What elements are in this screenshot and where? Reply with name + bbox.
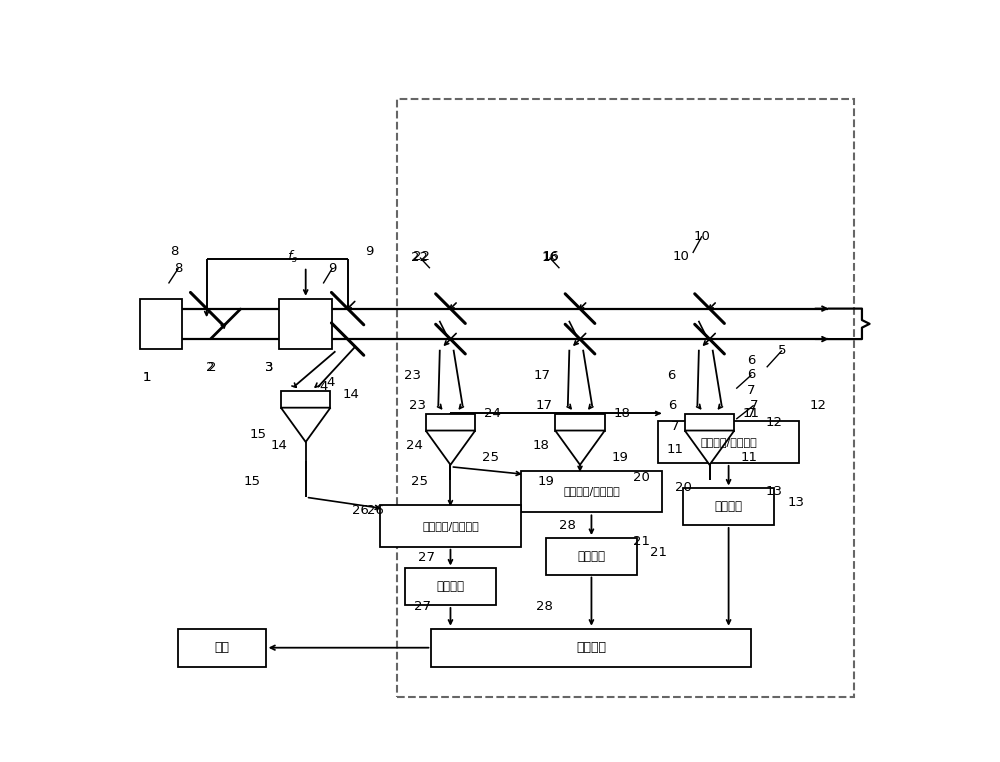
Text: 22: 22	[413, 250, 430, 264]
Text: 7: 7	[747, 384, 756, 398]
Text: 24: 24	[484, 407, 501, 421]
Text: 8: 8	[174, 261, 183, 275]
Text: 3: 3	[265, 360, 273, 374]
Text: 26: 26	[367, 504, 383, 517]
Text: 13: 13	[766, 485, 783, 498]
Text: 24: 24	[406, 439, 423, 453]
Text: 2: 2	[206, 360, 215, 374]
Text: 2: 2	[208, 360, 216, 374]
Text: 25: 25	[482, 450, 499, 464]
Text: 22: 22	[411, 251, 428, 264]
Text: 25: 25	[411, 475, 428, 488]
Text: 输出: 输出	[214, 641, 229, 655]
Text: 11: 11	[667, 443, 684, 456]
Text: 相位比较/结果输出: 相位比较/结果输出	[563, 486, 620, 497]
Text: 相位比较/结果输出: 相位比较/结果输出	[700, 437, 757, 447]
Text: 13: 13	[787, 496, 804, 510]
Text: 4: 4	[319, 379, 327, 393]
Text: 12: 12	[766, 416, 783, 430]
Bar	[426, 414, 475, 431]
Text: 23: 23	[409, 399, 426, 412]
Text: 16: 16	[541, 251, 558, 264]
Bar	[405, 568, 496, 605]
Text: 8: 8	[170, 245, 179, 258]
Text: 7: 7	[747, 407, 756, 421]
Bar	[178, 629, 266, 667]
Text: 6: 6	[668, 399, 676, 412]
Text: 27: 27	[414, 600, 431, 613]
Text: 7: 7	[749, 399, 758, 412]
Bar	[380, 505, 521, 547]
Text: 5: 5	[778, 344, 786, 357]
Bar	[521, 471, 662, 513]
Text: 17: 17	[533, 369, 550, 383]
Bar	[397, 99, 854, 697]
Bar	[281, 391, 330, 408]
Polygon shape	[426, 431, 475, 465]
Text: 17: 17	[536, 399, 553, 412]
Text: 加权运算: 加权运算	[436, 580, 464, 594]
Text: 21: 21	[633, 535, 650, 549]
Text: 14: 14	[343, 388, 360, 402]
Text: 19: 19	[537, 475, 554, 488]
Bar	[140, 299, 182, 349]
Bar	[546, 538, 637, 575]
Text: 27: 27	[418, 551, 435, 564]
Text: 14: 14	[271, 439, 287, 453]
Polygon shape	[281, 408, 330, 442]
Text: 3: 3	[265, 360, 273, 374]
Text: 4: 4	[327, 376, 335, 389]
Text: 1: 1	[142, 370, 151, 384]
Text: 加权运算: 加权运算	[715, 500, 743, 514]
Text: 9: 9	[365, 245, 373, 258]
Polygon shape	[555, 431, 605, 465]
Text: 11: 11	[743, 407, 760, 421]
Text: 9: 9	[328, 261, 337, 275]
Text: 26: 26	[352, 504, 369, 517]
Text: 23: 23	[404, 369, 421, 383]
Text: 18: 18	[533, 439, 550, 453]
Text: 加权运算: 加权运算	[577, 549, 605, 563]
Text: 20: 20	[633, 471, 650, 485]
Text: 20: 20	[675, 481, 692, 495]
Text: 28: 28	[536, 600, 553, 613]
Text: 28: 28	[559, 519, 575, 532]
Bar	[683, 488, 774, 525]
Text: 12: 12	[810, 399, 827, 412]
Text: $f_s$: $f_s$	[287, 249, 298, 265]
Text: 21: 21	[650, 546, 667, 559]
Text: 1: 1	[142, 370, 151, 384]
Text: 15: 15	[244, 475, 261, 488]
Text: 10: 10	[693, 229, 710, 243]
Text: 15: 15	[250, 427, 267, 441]
Text: 19: 19	[611, 450, 628, 464]
Text: 18: 18	[613, 407, 630, 421]
Bar	[555, 414, 605, 431]
Text: 加法运算: 加法运算	[576, 641, 606, 655]
Text: 6: 6	[667, 369, 676, 383]
Bar	[279, 299, 332, 349]
Bar	[658, 421, 799, 463]
Text: 11: 11	[741, 450, 758, 464]
Text: 7: 7	[671, 420, 680, 434]
Text: 6: 6	[747, 368, 756, 382]
Bar	[685, 414, 734, 431]
Text: 16: 16	[543, 250, 559, 264]
Text: 10: 10	[672, 250, 689, 264]
Polygon shape	[685, 431, 734, 465]
Bar	[431, 629, 751, 667]
Text: 相位比较/结果输出: 相位比较/结果输出	[422, 520, 479, 531]
Text: 6: 6	[747, 354, 756, 367]
